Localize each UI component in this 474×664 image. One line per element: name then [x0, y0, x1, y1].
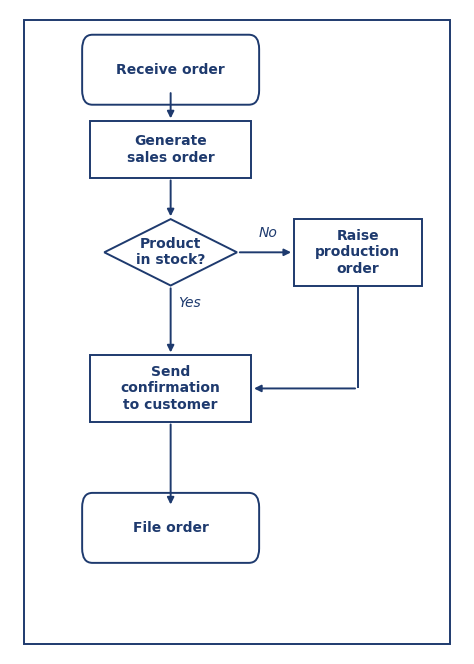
- Text: Yes: Yes: [178, 296, 201, 310]
- FancyBboxPatch shape: [82, 35, 259, 105]
- Bar: [294, 219, 422, 286]
- Text: No: No: [258, 226, 277, 240]
- Text: Generate
sales order: Generate sales order: [127, 134, 215, 165]
- Bar: [90, 121, 251, 177]
- Text: File order: File order: [133, 521, 209, 535]
- Text: Send
confirmation
to customer: Send confirmation to customer: [121, 365, 220, 412]
- Text: Product
in stock?: Product in stock?: [136, 237, 205, 268]
- FancyBboxPatch shape: [82, 493, 259, 563]
- Bar: [90, 355, 251, 422]
- Text: Raise
production
order: Raise production order: [315, 229, 401, 276]
- Polygon shape: [104, 219, 237, 286]
- Text: Receive order: Receive order: [116, 62, 225, 77]
- FancyBboxPatch shape: [24, 20, 450, 644]
